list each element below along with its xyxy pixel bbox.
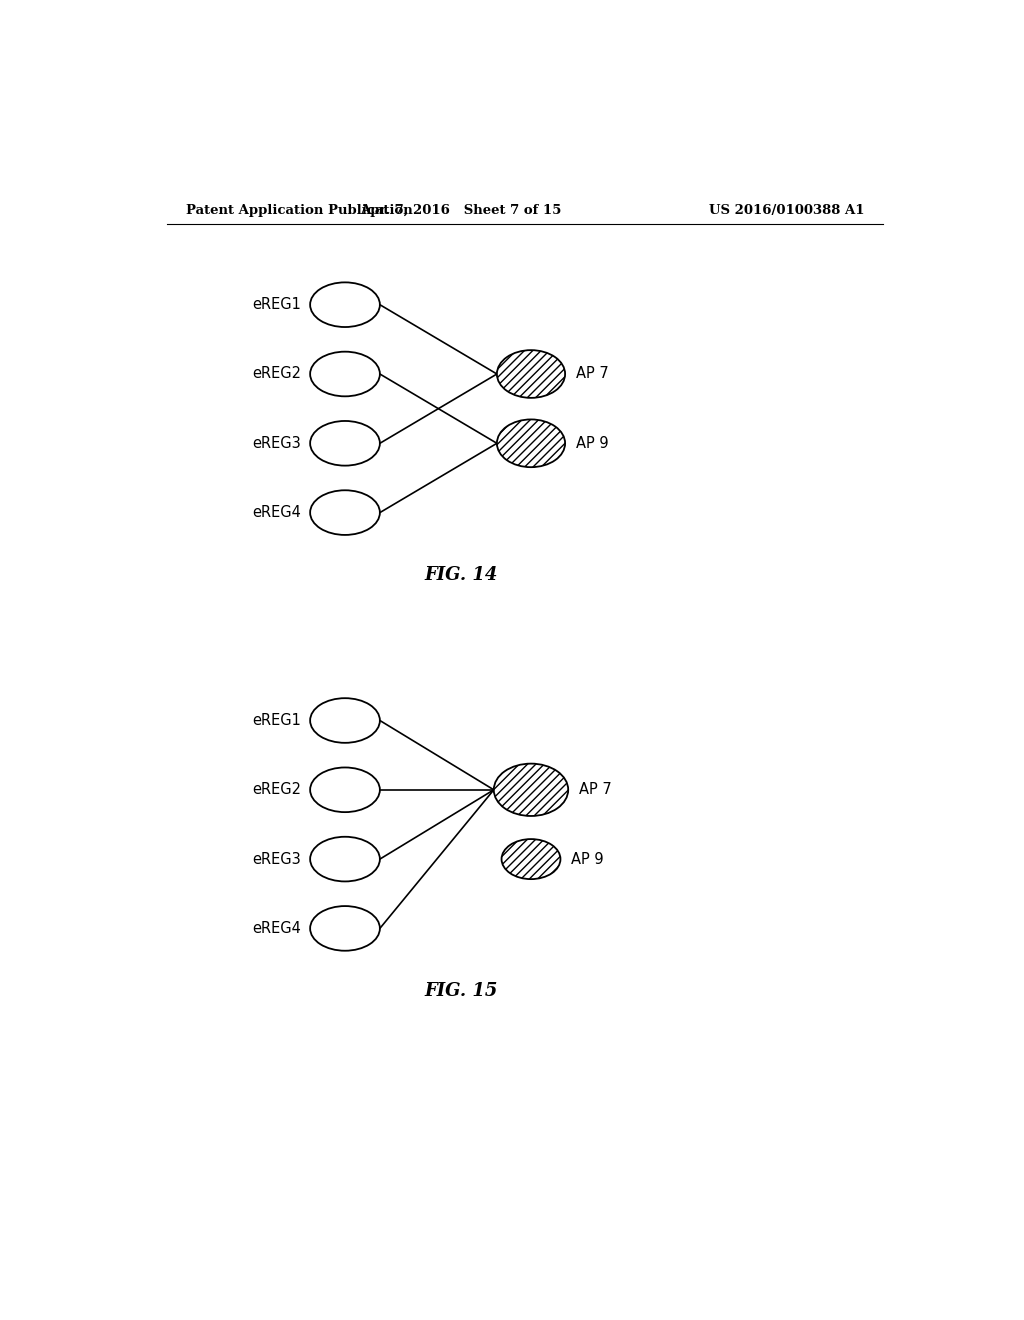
Ellipse shape xyxy=(310,837,380,882)
Text: eREG1: eREG1 xyxy=(252,297,301,313)
Ellipse shape xyxy=(502,840,560,879)
Text: eREG3: eREG3 xyxy=(252,851,301,867)
Text: eREG3: eREG3 xyxy=(252,436,301,451)
Text: Patent Application Publication: Patent Application Publication xyxy=(186,205,413,218)
Ellipse shape xyxy=(310,698,380,743)
Text: AP 9: AP 9 xyxy=(571,851,604,867)
Text: AP 9: AP 9 xyxy=(575,436,608,451)
Text: FIG. 15: FIG. 15 xyxy=(425,982,498,1001)
Text: eREG4: eREG4 xyxy=(252,506,301,520)
Ellipse shape xyxy=(310,351,380,396)
Ellipse shape xyxy=(497,420,565,467)
Text: eREG4: eREG4 xyxy=(252,921,301,936)
Ellipse shape xyxy=(310,421,380,466)
Text: eREG1: eREG1 xyxy=(252,713,301,729)
Text: AP 7: AP 7 xyxy=(579,783,611,797)
Text: US 2016/0100388 A1: US 2016/0100388 A1 xyxy=(709,205,864,218)
Text: eREG2: eREG2 xyxy=(252,783,301,797)
Text: FIG. 14: FIG. 14 xyxy=(425,566,498,585)
Ellipse shape xyxy=(494,763,568,816)
Ellipse shape xyxy=(310,767,380,812)
Ellipse shape xyxy=(310,490,380,535)
Text: AP 7: AP 7 xyxy=(575,367,608,381)
Text: Apr. 7, 2016   Sheet 7 of 15: Apr. 7, 2016 Sheet 7 of 15 xyxy=(360,205,562,218)
Ellipse shape xyxy=(310,906,380,950)
Text: eREG2: eREG2 xyxy=(252,367,301,381)
Ellipse shape xyxy=(310,282,380,327)
Ellipse shape xyxy=(497,350,565,397)
